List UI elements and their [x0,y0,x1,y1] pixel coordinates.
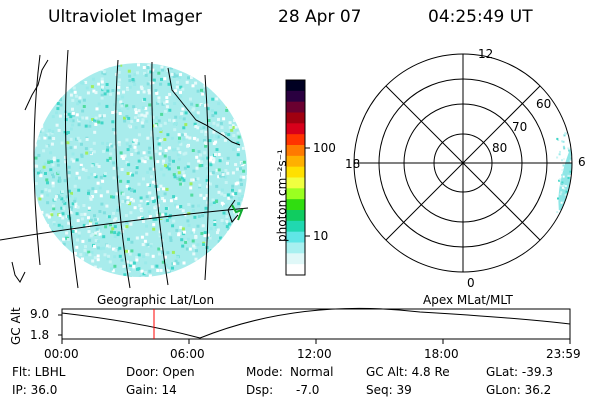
colorbar-segment [286,253,305,265]
polar-lat-80: 80 [492,141,508,155]
colorbar-unit-label: photon cm⁻²s⁻¹ [275,149,289,242]
colorbar-segment [286,112,305,124]
observation-time: 04:25:49 UT [428,7,533,27]
dsp-label: Dsp: [246,383,274,397]
colorbar-segment [286,220,305,233]
colorbar-segment [286,145,305,157]
polar-plot [353,53,573,273]
gain-info: Gain: 14 [126,383,177,397]
coastline-outlines [11,59,241,283]
xtick-1800: 18:00 [424,347,459,361]
instrument-title: Ultraviolet Imager [48,7,202,27]
door-info: Door: Open [126,365,195,379]
apex-grid-label: Apex MLat/MLT [423,293,513,307]
altitude-ytick-low: 1.8 [30,328,50,342]
colorbar-segment [286,134,305,146]
colorbar-tick-10: 10 [313,229,329,243]
colorbar-segment [286,264,305,276]
altitude-plot [58,307,571,344]
gc-alt-info: GC Alt: 4.8 Re [366,365,450,379]
colorbar-segment [286,123,305,135]
colorbar-segment [286,101,305,114]
glon-info: GLon: 36.2 [486,383,552,397]
polar-label-12: 12 [478,47,494,61]
xtick-0600: 06:00 [170,347,205,361]
colorbar-segment [286,242,305,254]
colorbar-segment [286,199,305,211]
colorbar-segment [286,90,305,103]
polar-label-6: 6 [578,155,586,169]
polar-lat-60: 60 [536,97,552,111]
geographic-grid-label: Geographic Lat/Lon [97,293,215,307]
colorbar-segment [286,177,305,189]
altitude-ylabel: GC Alt [9,307,23,345]
intensity-colorbar [286,80,305,276]
xtick-0000: 00:00 [44,347,79,361]
colorbar-segment [286,166,305,179]
ip-info: IP: 36.0 [12,383,58,397]
polar-auroral-patch [558,132,572,228]
mode-label: Mode: [246,365,283,379]
polar-label-18: 18 [345,157,361,171]
colorbar-segment [286,210,305,222]
colorbar-segment [286,188,305,200]
mode-value: Normal [290,365,334,379]
colorbar-segment [286,80,305,92]
geographic-grid [0,49,249,289]
seq-info: Seq: 39 [366,383,412,397]
colorbar-segment [286,231,305,244]
polar-lat-70: 70 [512,120,528,134]
altitude-ytick-high: 9.0 [30,307,50,321]
colorbar-segment [286,155,305,168]
xtick-1200: 12:00 [297,347,332,361]
observation-date: 28 Apr 07 [278,7,362,27]
polar-label-0: 0 [467,276,475,290]
filter-info: Flt: LBHL [12,365,66,379]
colorbar-tick-100: 100 [313,141,336,155]
dsp-value: -7.0 [296,383,320,397]
coastline-highlight [231,204,244,221]
xtick-2359: 23:59 [546,347,581,361]
glat-info: GLat: -39.3 [486,365,553,379]
